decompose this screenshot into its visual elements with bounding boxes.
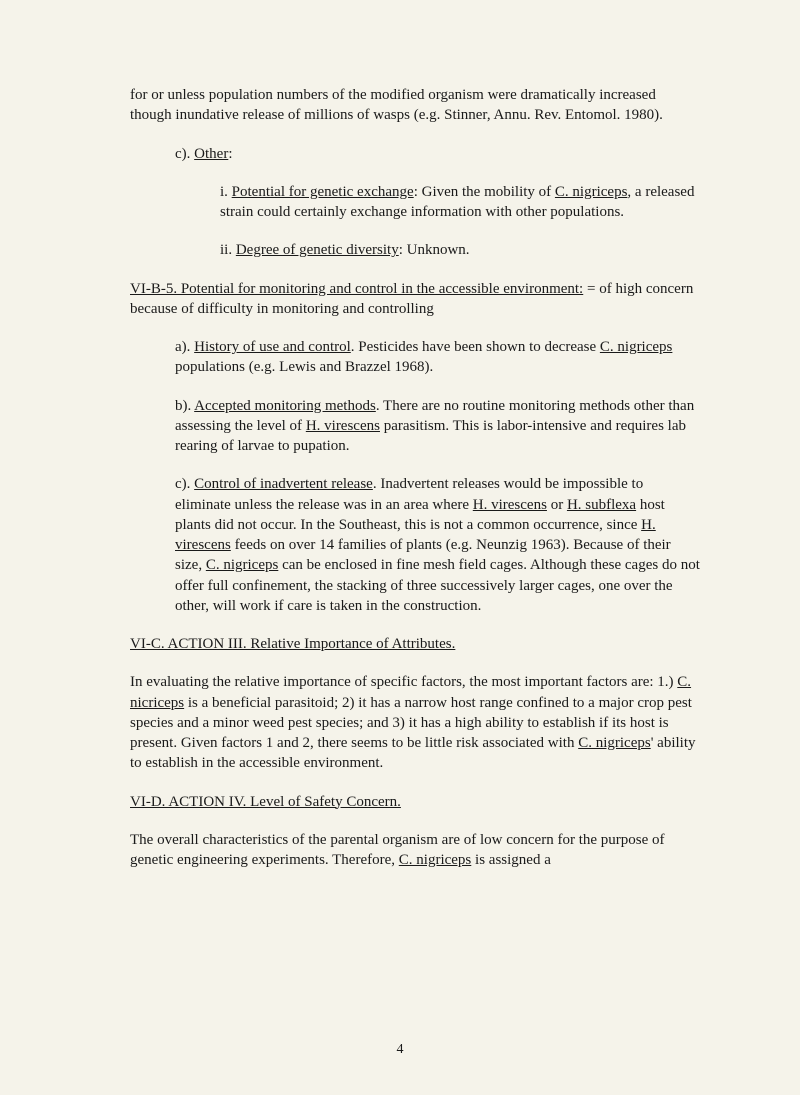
para12-u: C. nigriceps [399,852,472,868]
para8-m2: or [547,497,567,513]
para12-prefix: The overall characteristics of the paren… [130,832,665,868]
para2-prefix: c). [175,146,194,162]
paragraph-8: c). Control of inadvertent release. Inad… [130,474,700,616]
para3-u1: Potential for genetic exchange [232,184,414,200]
para4-suffix: : Unknown. [399,242,470,258]
para4-prefix: ii. [220,242,236,258]
para3-prefix: i. [220,184,232,200]
para10-u2: C. nigriceps [578,735,651,751]
paragraph-9: VI-C. ACTION III. Relative Importance of… [130,634,700,654]
paragraph-4: ii. Degree of genetic diversity: Unknown… [130,240,700,260]
para8-u2: H. virescens [473,497,547,513]
para6-u2: C. nigriceps [600,339,673,355]
para9-u: VI-C. ACTION III. Relative Importance of… [130,636,455,652]
para10-prefix: In evaluating the relative importance of… [130,674,677,690]
para1-text: for or unless population numbers of the … [130,87,663,123]
paragraph-2: c). Other: [130,144,700,164]
para2-underlined: Other [194,146,228,162]
paragraph-6: a). History of use and control. Pesticid… [130,337,700,378]
paragraph-12: The overall characteristics of the paren… [130,830,700,871]
para8-u5: C. nigriceps [206,557,279,573]
para3-u2: C. nigriceps [555,184,628,200]
para12-suffix: is assigned a [471,852,551,868]
paragraph-3: i. Potential for genetic exchange: Given… [130,182,700,223]
paragraph-7: b). Accepted monitoring methods. There a… [130,396,700,457]
paragraph-1: for or unless population numbers of the … [130,85,700,126]
para5-u: VI-B-5. Potential for monitoring and con… [130,281,583,297]
para6-suffix: populations (e.g. Lewis and Brazzel 1968… [175,359,433,375]
paragraph-10: In evaluating the relative importance of… [130,672,700,773]
para8-u3: H. subflexa [567,497,636,513]
para2-suffix: : [228,146,232,162]
para7-u1: Accepted monitoring methods [194,398,376,414]
para4-u: Degree of genetic diversity [236,242,399,258]
para8-prefix: c). [175,476,194,492]
page-number: 4 [397,1041,404,1060]
para6-u1: History of use and control [194,339,351,355]
para7-prefix: b). [175,398,194,414]
para6-prefix: a). [175,339,194,355]
paragraph-11: VI-D. ACTION IV. Level of Safety Concern… [130,792,700,812]
paragraph-5: VI-B-5. Potential for monitoring and con… [130,279,700,320]
para11-u: VI-D. ACTION IV. Level of Safety Concern… [130,794,401,810]
para8-u1: Control of inadvertent release [194,476,373,492]
para6-m1: . Pesticides have been shown to decrease [351,339,600,355]
para7-u2: H. virescens [306,418,380,434]
para3-m1: : Given the mobility of [414,184,555,200]
